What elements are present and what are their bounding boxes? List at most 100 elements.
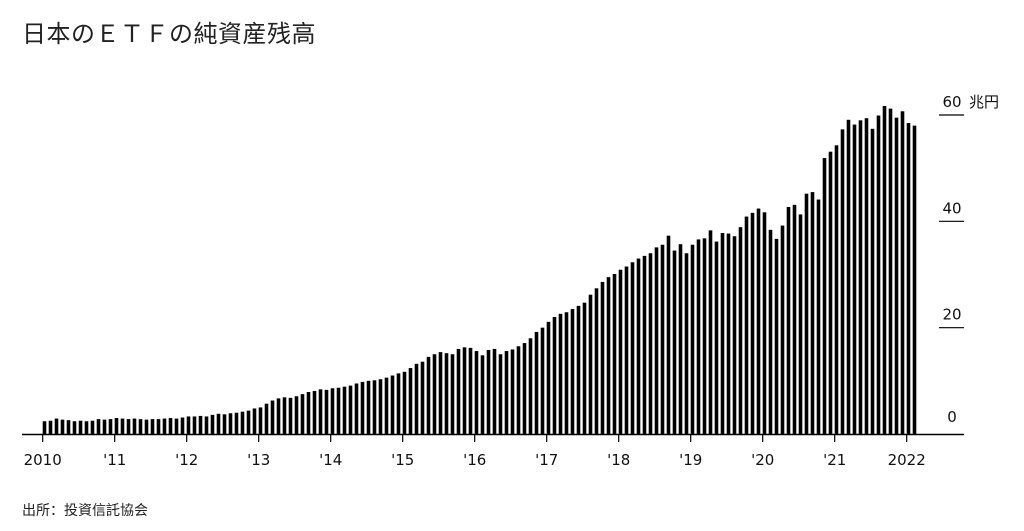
bar <box>432 354 437 434</box>
bar <box>384 377 389 434</box>
bar <box>174 418 179 434</box>
bar <box>360 381 365 434</box>
bar <box>822 158 827 434</box>
bar <box>330 388 335 434</box>
x-tick-label: '15 <box>391 451 414 469</box>
bar <box>834 145 839 434</box>
bar <box>462 347 467 434</box>
bar <box>408 368 413 434</box>
bar <box>372 380 377 434</box>
bar <box>810 192 815 434</box>
bar <box>780 225 785 434</box>
bar <box>66 420 71 434</box>
y-unit-label: 兆円 <box>969 93 999 111</box>
bar <box>78 420 83 434</box>
x-axis: 2010 '11 '12 '13 '14 '15 '16 '17 '18 '19 '20 '21 202… <box>22 433 964 469</box>
bar <box>534 331 539 434</box>
bar <box>708 230 713 434</box>
x-tick-label: '11 <box>103 451 126 469</box>
bar <box>414 363 419 434</box>
bar <box>150 419 155 434</box>
bar <box>912 125 917 434</box>
bar <box>906 122 911 434</box>
bar <box>354 383 359 434</box>
bar <box>792 204 797 434</box>
bar <box>126 419 131 434</box>
bar <box>450 354 455 434</box>
bar <box>702 238 707 434</box>
bar <box>756 208 761 434</box>
bar <box>516 346 521 434</box>
bar <box>276 398 281 434</box>
bar <box>624 266 629 434</box>
bar <box>96 419 101 434</box>
bar <box>690 244 695 434</box>
bar <box>870 128 875 434</box>
bar <box>486 350 491 434</box>
bar <box>804 193 809 434</box>
x-tick-label: '16 <box>463 451 486 469</box>
bar <box>468 347 473 434</box>
bar <box>210 414 215 434</box>
bar <box>234 412 239 434</box>
bar <box>510 349 515 434</box>
bar <box>402 371 407 434</box>
bar <box>612 273 617 434</box>
bar <box>444 353 449 434</box>
bar <box>744 216 749 434</box>
bar <box>114 418 119 434</box>
bar <box>192 416 197 434</box>
bar <box>474 351 479 434</box>
bar <box>798 214 803 434</box>
bar <box>606 277 611 434</box>
bar <box>558 313 563 434</box>
bar <box>288 397 293 434</box>
bar <box>642 255 647 434</box>
bar <box>720 233 725 434</box>
bar <box>186 416 191 434</box>
bar <box>438 352 443 434</box>
bar <box>900 111 905 434</box>
x-tick-label: '19 <box>679 451 702 469</box>
bar <box>324 389 329 434</box>
x-tick-label: '14 <box>319 451 342 469</box>
bar <box>600 281 605 434</box>
bar <box>492 348 497 434</box>
bar <box>570 309 575 434</box>
bar <box>774 238 779 434</box>
bar <box>252 408 257 434</box>
bar <box>180 417 185 434</box>
bar <box>336 387 341 434</box>
bar <box>72 421 77 434</box>
bar <box>306 392 311 434</box>
bar <box>588 294 593 434</box>
x-tick-label: '20 <box>751 451 774 469</box>
bar <box>318 389 323 434</box>
bar <box>666 235 671 434</box>
bar <box>576 305 581 434</box>
bar <box>630 262 635 434</box>
x-tick-label: '18 <box>607 451 630 469</box>
bar <box>582 302 587 434</box>
bar <box>876 115 881 434</box>
bar <box>648 253 653 434</box>
bar <box>216 413 221 434</box>
bar <box>420 361 425 434</box>
bar <box>840 129 845 435</box>
bar <box>264 403 269 434</box>
bar <box>498 354 503 434</box>
bar <box>108 419 113 434</box>
bar <box>258 407 263 434</box>
x-tick-label: 2022 <box>888 451 926 469</box>
bar <box>240 411 245 434</box>
bar <box>48 420 53 434</box>
bar <box>852 124 857 434</box>
bar <box>882 105 887 435</box>
bar <box>660 244 665 434</box>
bars-group <box>42 105 917 435</box>
bar <box>198 415 203 434</box>
bar <box>522 343 527 434</box>
bar <box>342 386 347 434</box>
bar <box>750 212 755 434</box>
source-note: 出所：投資信託協会 <box>22 503 148 519</box>
